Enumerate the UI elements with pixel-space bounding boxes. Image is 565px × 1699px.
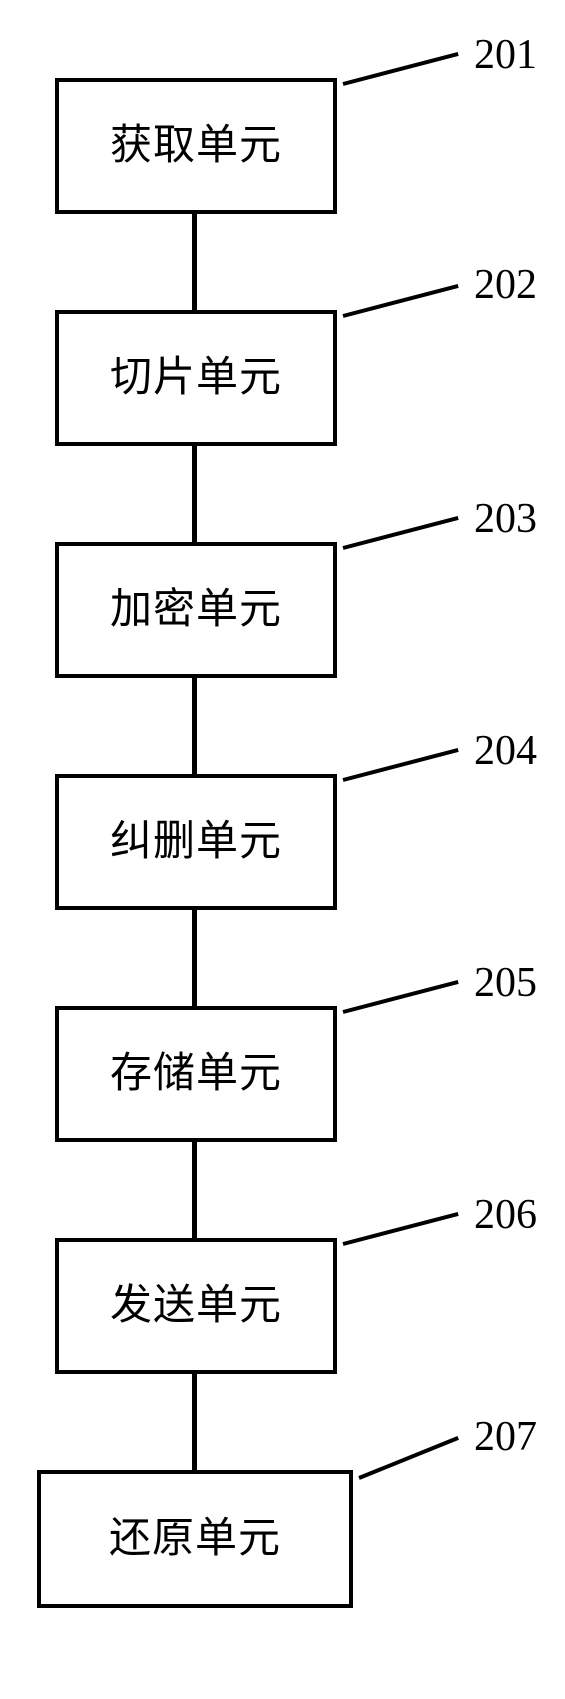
node-encrypt-text: 加密单元: [110, 589, 282, 631]
connector: [192, 214, 197, 310]
node-storage: 存储单元: [55, 1006, 337, 1142]
node-send-text: 发送单元: [110, 1285, 282, 1327]
connector: [192, 1374, 197, 1470]
flowchart: { "diagram": { "type": "flowchart", "bac…: [0, 0, 565, 1699]
reference-label: 207: [474, 1416, 537, 1458]
node-acquire: 获取单元: [55, 78, 337, 214]
callout-line: [342, 284, 458, 318]
reference-label: 204: [474, 730, 537, 772]
node-slice-text: 切片单元: [110, 357, 282, 399]
node-erasure: 纠删单元: [55, 774, 337, 910]
callout-line: [342, 980, 458, 1014]
reference-label: 203: [474, 498, 537, 540]
node-storage-text: 存储单元: [110, 1053, 282, 1095]
node-slice: 切片单元: [55, 310, 337, 446]
callout-line: [342, 516, 458, 550]
reference-label: 202: [474, 264, 537, 306]
callout-line: [358, 1436, 458, 1480]
node-acquire-text: 获取单元: [110, 125, 282, 167]
callout-line: [342, 52, 458, 86]
connector: [192, 910, 197, 1006]
node-encrypt: 加密单元: [55, 542, 337, 678]
reference-label: 206: [474, 1194, 537, 1236]
node-restore: 还原单元: [37, 1470, 353, 1608]
reference-label: 205: [474, 962, 537, 1004]
connector: [192, 1142, 197, 1238]
callout-line: [342, 1212, 458, 1246]
node-erasure-text: 纠删单元: [110, 821, 282, 863]
reference-label: 201: [474, 34, 537, 76]
callout-line: [342, 748, 458, 782]
connector: [192, 678, 197, 774]
node-send: 发送单元: [55, 1238, 337, 1374]
connector: [192, 446, 197, 542]
node-restore-text: 还原单元: [109, 1518, 281, 1560]
